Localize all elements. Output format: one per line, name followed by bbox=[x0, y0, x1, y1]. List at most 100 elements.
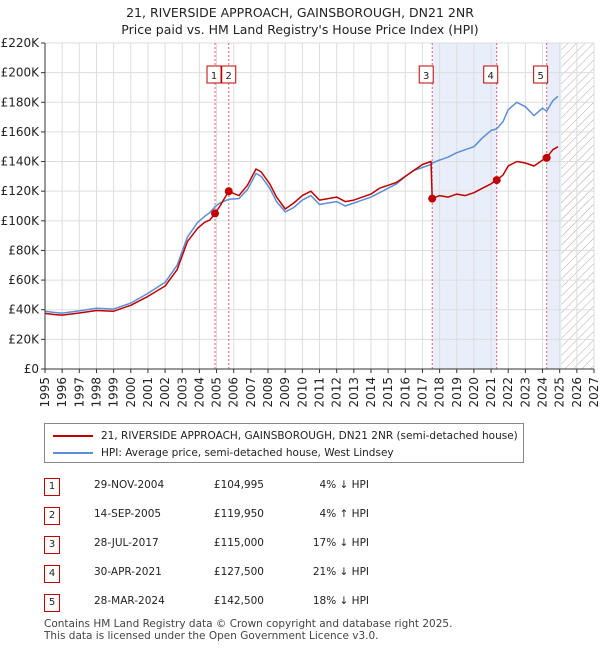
x-tick-label: 2000 bbox=[124, 377, 138, 408]
attribution-line-2: This data is licensed under the Open Gov… bbox=[44, 630, 379, 642]
table-row: 5 28-MAR-2024 £142,500 18% ↓ HPI bbox=[44, 594, 484, 614]
x-tick-label: 2019 bbox=[450, 377, 464, 408]
sale-date: 14-SEP-2005 bbox=[94, 508, 162, 520]
chart-legend: 21, RIVERSIDE APPROACH, GAINSBOROUGH, DN… bbox=[44, 423, 524, 463]
x-tick-label: 2017 bbox=[415, 377, 429, 408]
sale-marker-label: 4 bbox=[488, 71, 494, 82]
sale-point bbox=[542, 153, 551, 162]
x-tick-label: 1997 bbox=[72, 377, 86, 408]
sale-date: 28-MAR-2024 bbox=[94, 595, 165, 607]
sale-price: £119,950 bbox=[213, 508, 264, 520]
y-tick-label: £0 bbox=[24, 362, 39, 376]
x-tick-label: 2009 bbox=[278, 377, 292, 408]
x-tick-label: 2025 bbox=[553, 377, 567, 408]
x-tick-label: 2018 bbox=[433, 377, 447, 408]
sale-marker-box bbox=[418, 65, 434, 84]
sale-point bbox=[492, 176, 501, 185]
forecast-hatch bbox=[561, 43, 594, 369]
sale-marker-label: 3 bbox=[423, 71, 429, 82]
y-tick-label: £100K bbox=[1, 214, 41, 228]
sale-marker-box bbox=[483, 65, 499, 84]
x-tick-label: 2002 bbox=[158, 377, 172, 408]
y-tick-label: £20K bbox=[8, 332, 40, 346]
x-tick-label: 1996 bbox=[55, 377, 69, 408]
y-tick-label: £220K bbox=[1, 36, 41, 50]
x-tick-label: 2014 bbox=[364, 377, 378, 408]
x-tick-label: 2001 bbox=[141, 377, 155, 408]
x-tick-label: 2027 bbox=[587, 377, 600, 408]
sale-price: £127,500 bbox=[213, 566, 264, 578]
x-tick-label: 2011 bbox=[313, 377, 327, 408]
sale-date: 30-APR-2021 bbox=[94, 566, 162, 578]
legend-swatch-property bbox=[53, 435, 93, 437]
sale-hpi-diff: 18% ↓ HPI bbox=[312, 595, 369, 607]
sale-date: 28-JUL-2017 bbox=[94, 537, 159, 549]
y-tick-label: £40K bbox=[8, 303, 40, 317]
sale-date: 29-NOV-2004 bbox=[94, 479, 165, 491]
sale-hpi-diff: 4% ↑ HPI bbox=[319, 508, 369, 520]
legend-label-hpi: HPI: Average price, semi-detached house,… bbox=[101, 447, 394, 459]
chart-subtitle: Price paid vs. HM Land Registry's House … bbox=[121, 22, 479, 37]
series-line-property bbox=[44, 146, 559, 316]
x-tick-label: 2022 bbox=[501, 377, 515, 408]
sale-number-badge: 3 bbox=[44, 536, 60, 554]
sale-hpi-diff: 21% ↓ HPI bbox=[312, 566, 369, 578]
y-tick-label: £120K bbox=[1, 184, 41, 198]
x-tick-label: 1999 bbox=[107, 377, 121, 408]
sale-marker-box bbox=[533, 65, 549, 84]
legend-label-property: 21, RIVERSIDE APPROACH, GAINSBOROUGH, DN… bbox=[101, 430, 518, 442]
x-tick-label: 2023 bbox=[518, 377, 532, 408]
legend-swatch-hpi bbox=[53, 452, 93, 454]
attribution-line-1: Contains HM Land Registry data © Crown c… bbox=[44, 618, 453, 630]
table-row: 1 29-NOV-2004 £104,995 4% ↓ HPI bbox=[44, 478, 484, 498]
x-tick-label: 2026 bbox=[570, 377, 584, 408]
table-row: 2 14-SEP-2005 £119,950 4% ↑ HPI bbox=[44, 507, 484, 527]
x-tick-label: 2015 bbox=[381, 377, 395, 408]
sale-hpi-diff: 17% ↓ HPI bbox=[312, 537, 369, 549]
sale-marker-label: 1 bbox=[211, 71, 217, 82]
y-tick-label: £60K bbox=[8, 273, 40, 287]
sale-number-badge: 2 bbox=[44, 507, 60, 525]
x-tick-label: 2006 bbox=[227, 377, 241, 408]
highlight-span bbox=[432, 43, 497, 369]
table-row: 4 30-APR-2021 £127,500 21% ↓ HPI bbox=[44, 565, 484, 585]
x-tick-label: 2005 bbox=[210, 377, 224, 408]
table-row: 3 28-JUL-2017 £115,000 17% ↓ HPI bbox=[44, 536, 484, 556]
sale-point bbox=[428, 194, 437, 203]
attribution-footer: Contains HM Land Registry data © Crown c… bbox=[44, 618, 452, 642]
highlight-span bbox=[546, 43, 562, 369]
y-tick-label: £200K bbox=[1, 66, 41, 80]
x-tick-label: 2016 bbox=[398, 377, 412, 408]
x-tick-label: 2008 bbox=[261, 377, 275, 408]
x-tick-label: 2004 bbox=[192, 377, 206, 408]
y-tick-label: £180K bbox=[1, 95, 41, 109]
sale-price: £142,500 bbox=[213, 595, 264, 607]
x-tick-label: 2024 bbox=[536, 377, 550, 408]
sale-marker-label: 5 bbox=[537, 71, 543, 82]
sale-number-badge: 4 bbox=[44, 565, 60, 583]
x-tick-label: 2020 bbox=[467, 377, 481, 408]
series-line-hpi bbox=[44, 95, 559, 314]
sale-hpi-diff: 4% ↓ HPI bbox=[319, 479, 369, 491]
sale-marker-label: 2 bbox=[226, 71, 232, 82]
sale-point bbox=[224, 187, 233, 196]
chart-title-block: 21, RIVERSIDE APPROACH, GAINSBOROUGH, DN… bbox=[0, 4, 600, 38]
x-tick-label: 2007 bbox=[244, 377, 258, 408]
x-tick-label: 1998 bbox=[89, 377, 103, 408]
y-tick-label: £160K bbox=[1, 125, 41, 139]
sale-price: £104,995 bbox=[213, 479, 264, 491]
x-tick-label: 2003 bbox=[175, 377, 189, 408]
y-tick-label: £80K bbox=[8, 243, 40, 257]
x-tick-label: 2013 bbox=[347, 377, 361, 408]
chart-title: 21, RIVERSIDE APPROACH, GAINSBOROUGH, DN… bbox=[126, 5, 474, 20]
sale-point bbox=[211, 209, 220, 218]
sale-marker-box bbox=[206, 65, 222, 84]
x-tick-label: 2021 bbox=[484, 377, 498, 408]
x-tick-label: 2010 bbox=[295, 377, 309, 408]
sale-number-badge: 5 bbox=[44, 594, 60, 612]
sale-number-badge: 1 bbox=[44, 478, 60, 496]
x-tick-label: 2012 bbox=[330, 377, 344, 408]
y-tick-label: £140K bbox=[1, 155, 41, 169]
x-tick-label: 1995 bbox=[38, 377, 52, 408]
